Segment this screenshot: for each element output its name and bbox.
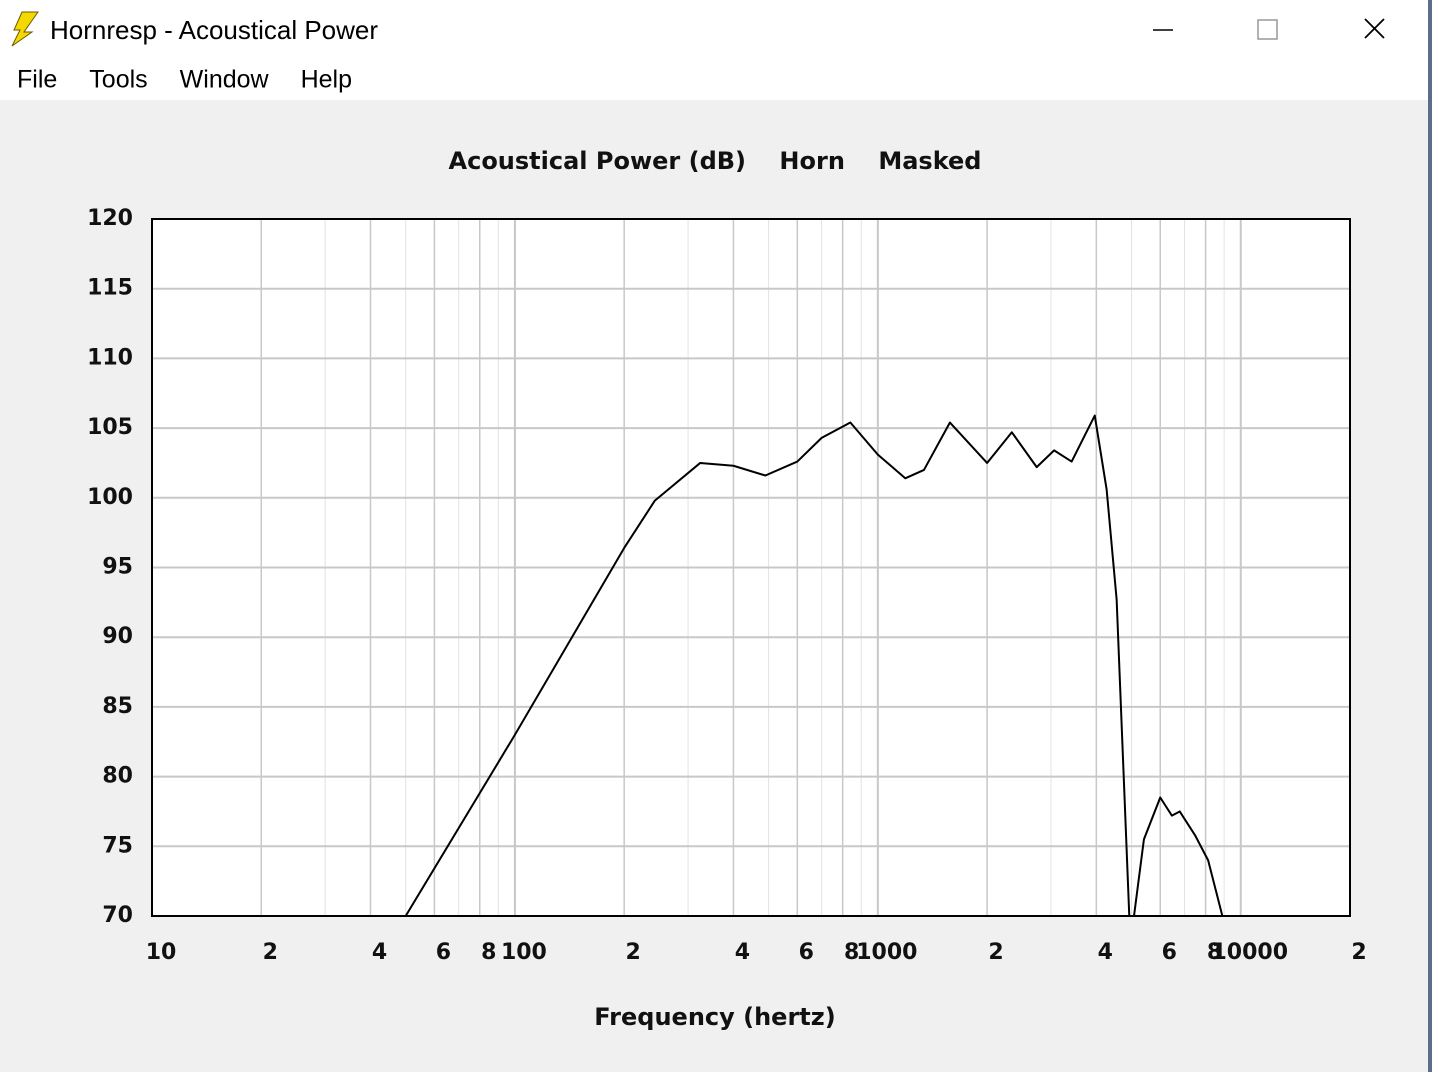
x-tick-label: 8 [481,940,496,965]
data-line [404,414,1224,916]
y-tick-label: 95 [102,555,133,580]
title-menu-background [0,0,1428,100]
menu-item[interactable]: Window [180,66,270,94]
x-tick-label: 6 [799,940,814,965]
x-tick-label: 8 [844,940,859,965]
x-tick-label: 4 [372,940,387,965]
y-tick-label: 75 [102,833,133,858]
window-edge [1428,0,1432,1072]
y-tick-label: 85 [102,694,133,719]
y-tick-label: 115 [87,276,133,301]
x-tick-label: 4 [1098,940,1113,965]
x-tick-label: 4 [735,940,750,965]
x-tick-label: 6 [436,940,451,965]
x-tick-label: 2 [263,940,278,965]
maximize-button[interactable] [1257,19,1278,40]
x-tick-label: 8 [1207,940,1222,965]
x-tick-label: 10 [146,940,177,965]
plot-frame [151,218,1351,917]
x-tick-label: 2 [1351,940,1366,965]
menu-item[interactable]: File [17,66,57,94]
x-tick-label: 2 [988,940,1003,965]
y-tick-label: 100 [87,485,133,510]
y-tick-label: 105 [87,415,133,440]
x-tick-label: 100 [501,940,547,965]
x-tick-label: 10000 [1211,940,1288,965]
window-title: Hornresp - Acoustical Power [50,15,378,45]
menu-item[interactable]: Tools [89,66,147,94]
x-axis-label: Frequency (hertz) [594,1003,835,1031]
y-tick-label: 90 [102,624,133,649]
x-tick-label: 1000 [856,940,917,965]
y-tick-label: 110 [87,345,133,370]
x-tick-label: 6 [1162,940,1177,965]
y-tick-label: 80 [102,764,133,789]
y-tick-label: 70 [102,903,133,928]
menu-item[interactable]: Help [301,66,352,94]
chart-title: Acoustical Power (dB) Horn Masked [449,147,982,175]
close-button[interactable] [1364,18,1385,39]
x-tick-label: 2 [626,940,641,965]
app-icon [11,11,39,47]
y-tick-label: 120 [87,206,133,231]
